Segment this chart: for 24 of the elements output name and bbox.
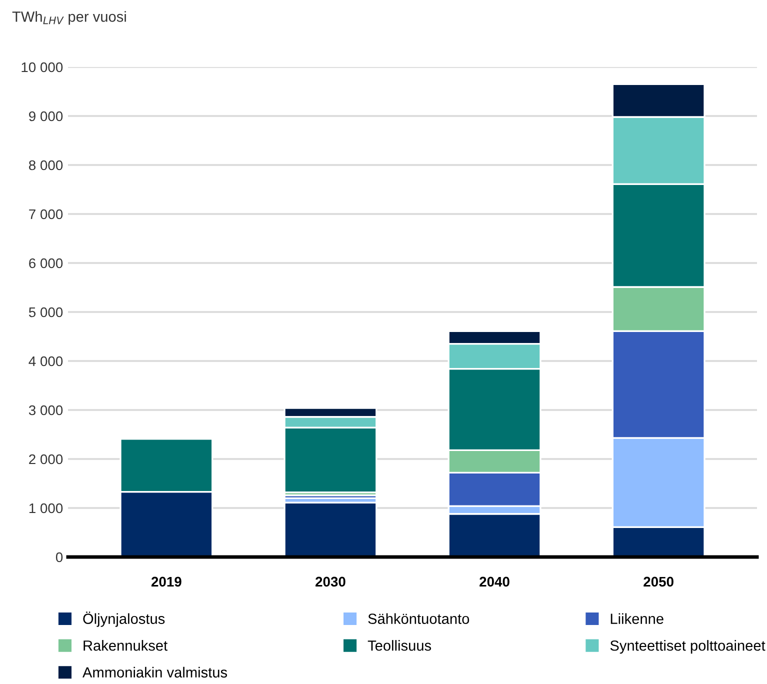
x-tick-label: 2030 xyxy=(316,576,346,587)
y-tick-label: 6 000 xyxy=(29,258,63,268)
x-tick-label: 2019 xyxy=(151,576,182,587)
y-axis-title: TWh$_{LHV}$ per vuosi xyxy=(12,11,126,25)
y-tick-label: 5 000 xyxy=(28,307,63,318)
y-tick-label: 8 000 xyxy=(28,160,63,170)
y-tick-label: 3 000 xyxy=(28,405,63,416)
y-tick-label: 10 000 xyxy=(22,62,63,72)
y-tick-label: 9 000 xyxy=(29,111,63,122)
legend-label: Ammoniakin valmistus xyxy=(82,666,228,678)
legend-label: Rakennukset xyxy=(84,640,168,651)
y-tick-label: 1 000 xyxy=(29,503,63,514)
y-tick-label: 7 000 xyxy=(29,209,63,220)
legend-label: Synteettiset polttoaineet xyxy=(610,640,766,654)
y-tick-label: 0 xyxy=(56,552,63,562)
legend-label: Liikenne xyxy=(610,613,664,624)
x-tick-label: 2050 xyxy=(644,576,674,587)
legend-label: Teollisuus xyxy=(368,640,432,651)
legend-label: Öljynjalostus xyxy=(83,612,165,627)
bar xyxy=(284,502,378,557)
x-tick-label: 2040 xyxy=(480,576,510,587)
y-tick-label: 2 000 xyxy=(29,454,63,464)
legend-label: Sähköntuotanto xyxy=(368,613,470,624)
y-tick-label: 4 000 xyxy=(28,356,63,366)
